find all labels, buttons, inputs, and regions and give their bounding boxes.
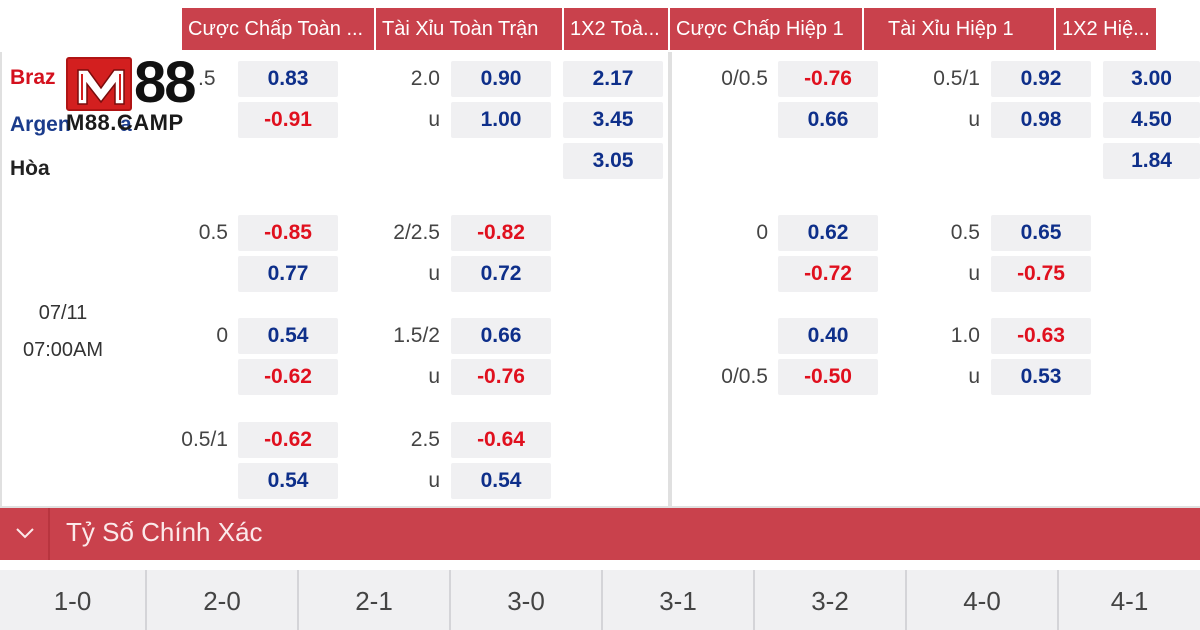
ft-ou-under-label: u (428, 469, 440, 492)
firsthalf-panel (670, 52, 1200, 508)
h1-hdp-line: 0/0.5 (721, 365, 768, 388)
ft-ou-over-odd[interactable]: -0.64 (451, 422, 551, 458)
h1-ou-under-label: u (968, 365, 980, 388)
col-label: Tài Xỉu Hiệp 1 (888, 18, 1014, 40)
ft-ou-over-odd[interactable]: 0.66 (451, 318, 551, 354)
h1-1x2-home[interactable]: 3.00 (1103, 61, 1200, 97)
h1-ou-under-odd[interactable]: 0.53 (991, 359, 1091, 395)
h1-hdp-away-odd[interactable]: -0.50 (778, 359, 878, 395)
h1-hdp-away-odd[interactable]: -0.72 (778, 256, 878, 292)
score-option[interactable]: 4-1 (1057, 570, 1200, 630)
ft-ou-under-label: u (428, 262, 440, 285)
ft-ou-under-odd[interactable]: 0.54 (451, 463, 551, 499)
away-team-tail: a (120, 113, 132, 136)
collapse-toggle[interactable] (0, 508, 50, 560)
h1-ou-line: 1.0 (950, 324, 980, 347)
ft-ou-under-label: u (428, 365, 440, 388)
ft-1x2-away[interactable]: 3.45 (563, 102, 663, 138)
ft-ou-over-odd[interactable]: 0.90 (451, 61, 551, 97)
ft-hdp-line: 0.5/1 (181, 428, 228, 451)
col-label: Cược Chấp Hiệp 1 (676, 18, 844, 40)
col-ft-over-under[interactable]: Tài Xỉu Toàn Trận (376, 8, 562, 50)
match-date: 07/11 (38, 302, 88, 324)
home-line: .5 (198, 67, 216, 90)
ft-ou-over-odd[interactable]: -0.82 (451, 215, 551, 251)
ft-ou-line: 2/2.5 (393, 221, 440, 244)
ft-1x2-home[interactable]: 2.17 (563, 61, 663, 97)
col-h1-over-under[interactable]: Tài Xỉu Hiệp 1 (864, 8, 1054, 50)
col-ft-handicap[interactable]: Cược Chấp Toàn ... (182, 8, 374, 50)
col-h1-1x2[interactable]: 1X2 Hiệ... (1056, 8, 1156, 50)
score-option[interactable]: 1-0 (53, 586, 92, 616)
h1-ou-under-label: u (968, 262, 980, 285)
ft-hdp-line: 0.5 (198, 221, 228, 244)
correct-score-row: 1-0 2-0 2-1 3-0 3-1 3-2 4-0 4-1 (0, 570, 1200, 630)
h1-hdp-home-odd[interactable]: -0.76 (778, 61, 878, 97)
correct-score-section-header[interactable]: Tỷ Số Chính Xác (0, 508, 1200, 560)
ft-hdp-line: 0 (216, 324, 228, 347)
h1-ou-over-odd[interactable]: 0.92 (991, 61, 1091, 97)
col-ft-1x2[interactable]: 1X2 Toà... (564, 8, 668, 50)
ft-hdp-away-odd[interactable]: -0.91 (238, 102, 338, 138)
ft-ou-under-odd[interactable]: 0.72 (451, 256, 551, 292)
ft-1x2-draw[interactable]: 3.05 (563, 143, 663, 179)
score-option[interactable]: 3-1 (601, 570, 753, 630)
ft-hdp-away-odd[interactable]: 0.54 (238, 463, 338, 499)
score-option[interactable]: 3-2 (753, 570, 905, 630)
h1-ou-over-odd[interactable]: 0.65 (991, 215, 1091, 251)
h1-ou-over-odd[interactable]: -0.63 (991, 318, 1091, 354)
h1-hdp-away-odd[interactable]: 0.66 (778, 102, 878, 138)
h1-1x2-away[interactable]: 4.50 (1103, 102, 1200, 138)
ft-hdp-home-odd[interactable]: 0.83 (238, 61, 338, 97)
away-team[interactable]: Argen (10, 113, 71, 136)
h1-ou-line: 0.5 (950, 221, 980, 244)
h1-hdp-home-odd[interactable]: 0.40 (778, 318, 878, 354)
m-badge-icon (66, 57, 132, 111)
score-option[interactable]: 2-0 (145, 570, 297, 630)
section-title: Tỷ Số Chính Xác (66, 517, 263, 547)
score-option[interactable]: 3-0 (449, 570, 601, 630)
ft-ou-line: 1.5/2 (393, 324, 440, 347)
home-team[interactable]: Braz (10, 66, 56, 89)
col-label: 1X2 Hiệ... (1062, 18, 1150, 40)
draw-label: Hòa (10, 157, 50, 180)
ft-ou-under-odd[interactable]: 1.00 (451, 102, 551, 138)
ft-ou-line: 2.0 (410, 67, 440, 90)
h1-hdp-line: 0 (756, 221, 768, 244)
ft-hdp-away-odd[interactable]: -0.62 (238, 359, 338, 395)
h1-1x2-draw[interactable]: 1.84 (1103, 143, 1200, 179)
col-h1-handicap[interactable]: Cược Chấp Hiệp 1 (670, 8, 862, 50)
ft-hdp-home-odd[interactable]: 0.54 (238, 318, 338, 354)
h1-hdp-line: 0/0.5 (721, 67, 768, 90)
h1-ou-line: 0.5/1 (933, 67, 980, 90)
ft-hdp-away-odd[interactable]: 0.77 (238, 256, 338, 292)
m88-logo: 88 M88.CAMP (66, 50, 216, 137)
col-label: Tài Xỉu Toàn Trận (382, 18, 539, 40)
score-option[interactable]: 4-0 (905, 570, 1057, 630)
ft-ou-under-odd[interactable]: -0.76 (451, 359, 551, 395)
ft-hdp-home-odd[interactable]: -0.85 (238, 215, 338, 251)
h1-ou-under-label: u (968, 108, 980, 131)
logo-subtitle: M88.CAMP (66, 110, 184, 135)
match-time: 07:00AM (22, 339, 104, 361)
col-label: Cược Chấp Toàn ... (188, 18, 364, 40)
h1-ou-under-odd[interactable]: 0.98 (991, 102, 1091, 138)
ft-hdp-home-odd[interactable]: -0.62 (238, 422, 338, 458)
ft-ou-under-label: u (428, 108, 440, 131)
logo-number: 88 (134, 50, 196, 115)
chevron-down-icon (16, 528, 34, 539)
col-label: 1X2 Toà... (570, 18, 660, 40)
ft-ou-line: 2.5 (410, 428, 440, 451)
score-option[interactable]: 2-1 (297, 570, 449, 630)
odds-header: Cược Chấp Toàn ... Tài Xỉu Toàn Trận 1X2… (0, 0, 1200, 52)
fulltime-panel (0, 52, 670, 508)
h1-ou-under-odd[interactable]: -0.75 (991, 256, 1091, 292)
h1-hdp-home-odd[interactable]: 0.62 (778, 215, 878, 251)
